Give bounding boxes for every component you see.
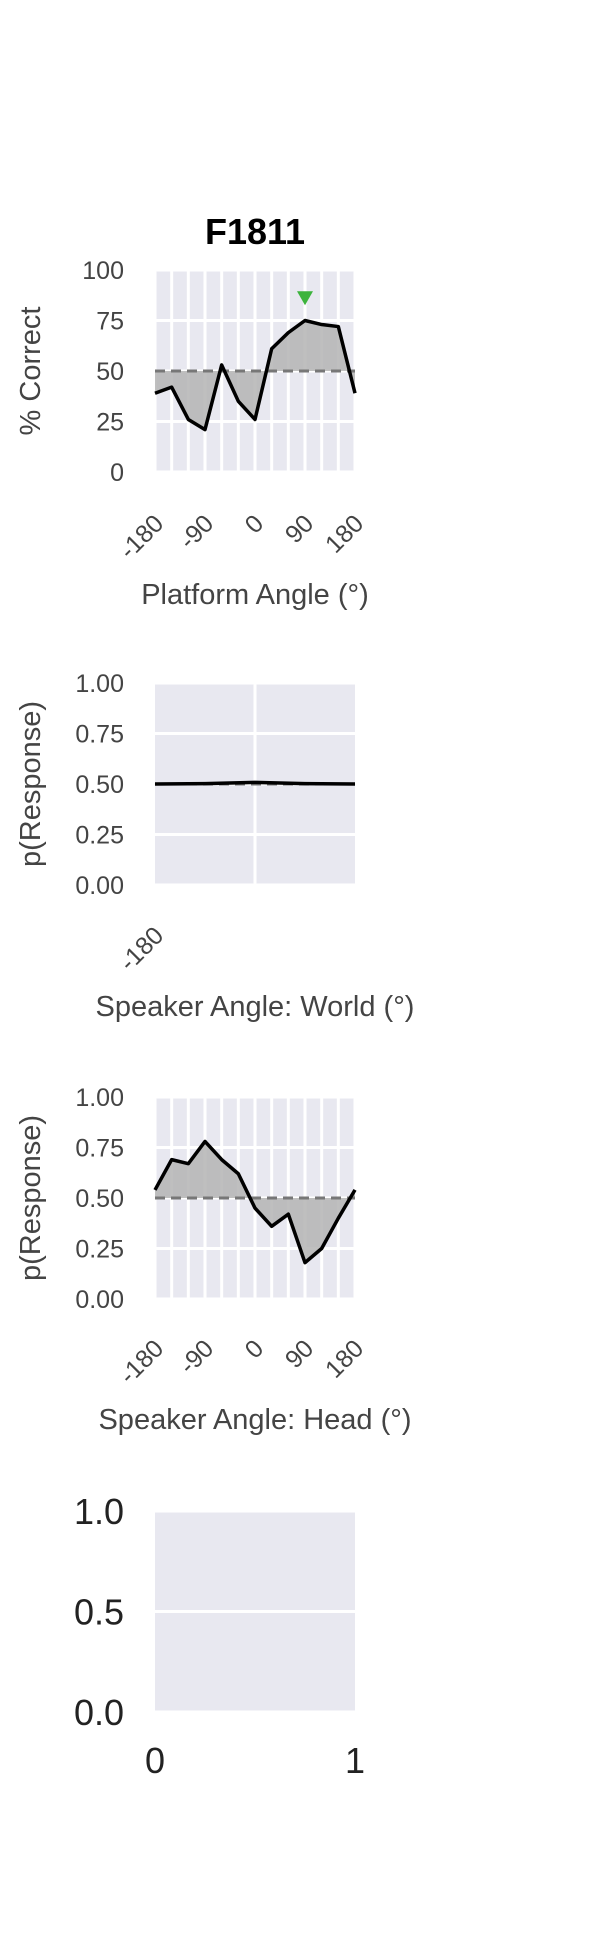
x-tick-label: -180 [114,1334,169,1389]
x-tick-label: -180 [114,509,169,564]
x-tick-label: 0 [145,1740,165,1781]
x-tick-label: -90 [174,509,219,554]
chart-title: F1811 [205,211,305,252]
x-tick-label: -180 [114,921,169,976]
x-tick-label: 180 [320,509,369,558]
peak-marker [297,291,313,306]
x-tick-label: 1 [345,1740,365,1781]
x-tick-label: 0 [240,1334,270,1364]
x-tick-label: 180 [320,1334,369,1383]
y-tick-label: 1.0 [74,1491,124,1532]
y-tick-label: 0.75 [75,1135,124,1163]
data-line [154,780,356,786]
x-axis-label: Speaker Angle: Head (°) [98,1404,411,1436]
difference-fill [155,320,355,430]
platform-angle-panel: 0 25 50 75 100 -180 -90 0 90 180 % Correct Platform… [15,257,369,611]
y-axis-label: % Correct [15,307,47,436]
y-axis-label: p(Response) [15,701,47,867]
y-tick-label: 0.50 [75,1185,124,1213]
x-tick-label: 90 [280,1334,319,1373]
y-tick-label: 0.75 [75,721,124,749]
y-tick-label: 0.50 [75,771,124,799]
empty-panel: 0.0 0.5 1.0 0 1 [74,1491,365,1781]
x-axis-label: Platform Angle (°) [141,579,369,611]
world-angle-panel: 0.00 0.25 0.50 0.75 1.00 -180 p(Response) Speak… [15,670,414,1023]
y-tick-label: 100 [82,257,124,285]
y-tick-label: 0.00 [75,1286,124,1314]
difference-fill [155,1141,355,1263]
y-tick-label: 0.5 [74,1592,124,1633]
y-tick-label: 75 [96,308,124,336]
y-tick-label: 25 [96,409,124,437]
y-tick-label: 0.25 [75,822,124,850]
y-tick-label: 0.25 [75,1236,124,1264]
y-axis-label: p(Response) [15,1115,47,1281]
x-axis-label: Speaker Angle: World (°) [96,991,415,1023]
head-angle-panel: 0.00 0.25 0.50 0.75 1.00 -180 -90 0 90 180 p(Respo… [15,1084,412,1436]
x-tick-label: 0 [240,509,270,539]
x-tick-label: -90 [174,1334,219,1379]
y-tick-label: 0.0 [74,1692,124,1733]
y-tick-label: 1.00 [75,670,124,698]
x-tick-label: 90 [280,509,319,548]
y-tick-label: 1.00 [75,1084,124,1112]
y-tick-label: 0 [110,459,124,487]
y-tick-label: 0.00 [75,872,124,900]
y-tick-label: 50 [96,358,124,386]
